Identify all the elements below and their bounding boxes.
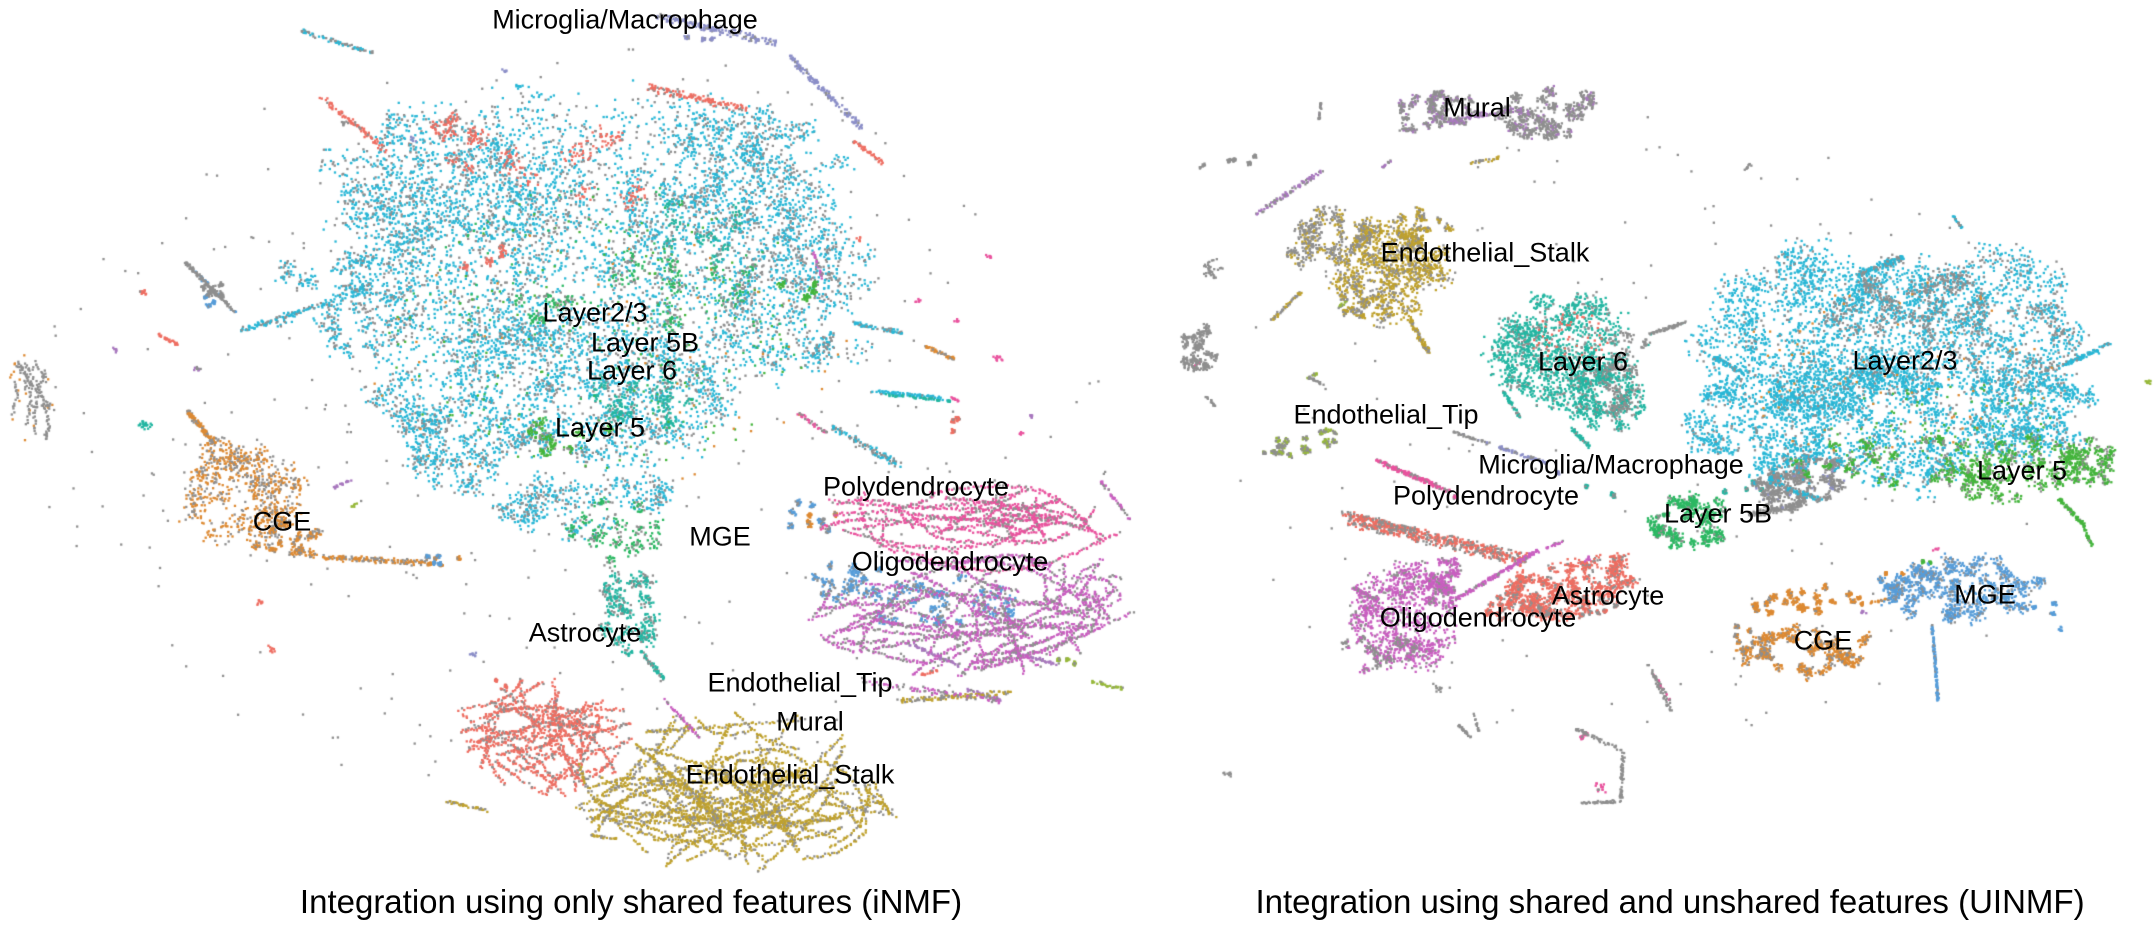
cluster-label-polydendrocyte: Polydendrocyte xyxy=(822,471,1010,502)
cluster-label-layer2-3: Layer2/3 xyxy=(542,297,648,328)
cluster-label-layer-5: Layer 5 xyxy=(554,412,646,443)
cluster-label-microglia-macrophage: Microglia/Macrophage xyxy=(1478,449,1744,480)
cluster-label-layer-6: Layer 6 xyxy=(586,355,678,386)
caption-uinmf-panel: Integration using shared and unshared fe… xyxy=(1255,883,2085,920)
cluster-label-microglia-macrophage: Microglia/Macrophage xyxy=(492,4,758,35)
cluster-label-mural: Mural xyxy=(776,706,844,737)
cluster-label-polydendrocyte: Polydendrocyte xyxy=(1392,480,1580,511)
caption-inmf-panel: Integration using only shared features (… xyxy=(299,883,963,920)
cluster-label-mge: MGE xyxy=(689,521,751,552)
cluster-label-layer-5: Layer 5 xyxy=(1976,455,2068,486)
cluster-label-layer-6: Layer 6 xyxy=(1537,346,1629,377)
cluster-label-layer-5b: Layer 5B xyxy=(1663,498,1773,529)
cluster-label-layer-5b: Layer 5B xyxy=(590,327,700,358)
cluster-label-mge: MGE xyxy=(1954,579,2016,610)
cluster-label-endothelial-stalk: Endothelial_Stalk xyxy=(685,759,895,790)
cluster-label-oligodendrocyte: Oligodendrocyte xyxy=(1379,602,1577,633)
cluster-label-endothelial-tip: Endothelial_Tip xyxy=(1293,399,1479,430)
cluster-label-cge: CGE xyxy=(252,506,312,537)
cluster-label-astrocyte: Astrocyte xyxy=(528,617,642,648)
cluster-label-mural: Mural xyxy=(1443,92,1511,123)
cluster-label-layer2-3: Layer2/3 xyxy=(1852,345,1958,376)
cluster-label-oligodendrocyte: Oligodendrocyte xyxy=(851,546,1049,577)
cluster-label-astrocyte: Astrocyte xyxy=(1551,580,1665,611)
cluster-label-endothelial-stalk: Endothelial_Stalk xyxy=(1380,237,1590,268)
cluster-label-endothelial-tip: Endothelial_Tip xyxy=(707,667,893,698)
cluster-label-cge: CGE xyxy=(1793,625,1853,656)
